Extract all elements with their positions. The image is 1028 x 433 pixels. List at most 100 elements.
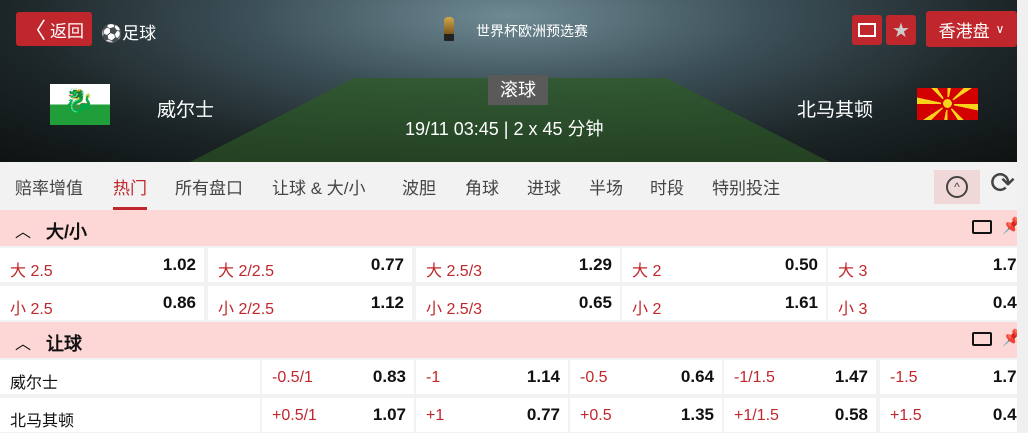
team-name: 北马其顿 [10, 413, 75, 430]
odds-type-dropdown[interactable]: 香港盘 ∨ [926, 11, 1017, 47]
sport-text: 足球 [122, 24, 157, 43]
odds-line: 大 2.5/3 [426, 263, 483, 280]
odds-value: 0.65 [578, 293, 612, 312]
odds-cell[interactable]: -0.5 0.64 [570, 360, 722, 394]
back-button[interactable]: 〈返回 [16, 12, 92, 46]
odds-line: -0.5 [580, 369, 608, 386]
odds-value: 1.78 [992, 367, 1017, 386]
odds-cell[interactable]: -1.5 1.78 [880, 360, 1017, 394]
tab-3[interactable]: 让球 & 大/小 [272, 179, 366, 198]
home-team-name: 威尔士 [157, 100, 215, 121]
chevron-up-icon[interactable]: ︿ [15, 336, 32, 353]
tab-5[interactable]: 角球 [465, 179, 499, 198]
pitch-icon [858, 23, 876, 37]
odds-line: -0.5/1 [272, 369, 313, 386]
sport-label[interactable]: ⚽足球 [101, 19, 156, 44]
star-icon: ★ [892, 19, 910, 42]
odds-line: 小 2.5/3 [426, 301, 483, 318]
match-status-badge: 滚球 [488, 75, 548, 105]
team-name: 威尔士 [10, 375, 59, 392]
favorite-button[interactable]: ★ [886, 15, 916, 45]
match-datetime: 19/11 03:45 [405, 119, 499, 139]
odds-cell[interactable]: 小 3 0.44 [828, 286, 1017, 320]
scrollbar[interactable] [1017, 0, 1028, 433]
soccer-ball-icon: ⚽ [101, 24, 123, 43]
pin-icon[interactable]: 📌 [1002, 330, 1017, 347]
tab-4[interactable]: 波胆 [402, 179, 436, 198]
odds-line: +0.5/1 [272, 407, 317, 424]
odds-line: 小 2 [632, 301, 662, 318]
odds-line: +1 [426, 407, 445, 424]
cash-icon[interactable] [972, 332, 992, 346]
odds-value: 0.86 [162, 293, 196, 312]
odds-cell[interactable]: +1.5 0.46 [880, 398, 1017, 432]
tab-0[interactable]: 赔率增值 [15, 179, 83, 198]
tab-2[interactable]: 所有盘口 [175, 179, 243, 198]
world-cup-trophy-icon [444, 17, 454, 41]
odds-cell[interactable]: 大 2 0.50 [622, 248, 826, 282]
odds-value: 1.02 [162, 255, 196, 274]
odds-value: 1.29 [578, 255, 612, 274]
chevron-down-icon: ∨ [995, 22, 1005, 36]
odds-value: 0.46 [992, 405, 1017, 424]
odds-line: 小 3 [838, 301, 868, 318]
odds-value: 1.07 [372, 405, 406, 424]
odds-cell[interactable]: -0.5/1 0.83 [262, 360, 414, 394]
tab-8[interactable]: 时段 [650, 179, 684, 198]
odds-cell[interactable]: 大 2.5/3 1.29 [416, 248, 620, 282]
odds-cell[interactable]: -1 1.14 [416, 360, 568, 394]
match-header: 〈返回 ⚽足球 世界杯欧洲预选赛 ★ 香港盘 ∨ 🐉 威尔士 滚球 19/11 0… [0, 0, 1017, 162]
odds-cell[interactable]: +0.5 1.35 [570, 398, 722, 432]
odds-line: -1/1.5 [734, 369, 775, 386]
refresh-icon[interactable]: ⟳ [990, 167, 1016, 200]
odds-cell[interactable]: 小 2/2.5 1.12 [208, 286, 412, 320]
tab-7[interactable]: 半场 [589, 179, 623, 198]
odds-value: 0.83 [372, 367, 406, 386]
back-label: 返回 [50, 21, 84, 41]
section-title: 大/小 [46, 222, 88, 242]
odds-line: +1.5 [890, 407, 922, 424]
odds-line: -1 [426, 369, 441, 386]
chevron-up-icon[interactable]: ︿ [15, 224, 32, 241]
odds-line: 小 2/2.5 [218, 301, 275, 318]
tab-1[interactable]: 热门 [113, 174, 147, 210]
odds-value: 0.44 [992, 293, 1017, 312]
section-handicap-header[interactable]: ︿ 让球 📌 [0, 322, 1017, 358]
cash-icon[interactable] [972, 220, 992, 234]
odds-cell[interactable]: 大 2/2.5 0.77 [208, 248, 412, 282]
match-duration: 2 x 45 分钟 [513, 119, 604, 139]
odds-cell[interactable]: +0.5/1 1.07 [262, 398, 414, 432]
away-team-flag [917, 88, 978, 120]
odds-cell[interactable]: 小 2 1.61 [622, 286, 826, 320]
odds-value: 1.47 [834, 367, 868, 386]
odds-cell[interactable]: 小 2.5/3 0.65 [416, 286, 620, 320]
chevron-up-circle-icon: ^ [946, 176, 968, 198]
odds-cell[interactable]: 大 3 1.78 [828, 248, 1017, 282]
odds-cell[interactable]: +1/1.5 0.58 [724, 398, 876, 432]
tab-9[interactable]: 特别投注 [712, 179, 780, 198]
odds-cell[interactable]: 小 2.5 0.86 [0, 286, 204, 320]
odds-value: 0.50 [784, 255, 818, 274]
odds-value: 1.12 [370, 293, 404, 312]
odds-cell[interactable]: -1/1.5 1.47 [724, 360, 876, 394]
odds-value: 0.64 [680, 367, 714, 386]
odds-value: 0.77 [526, 405, 560, 424]
odds-line: +1/1.5 [734, 407, 779, 424]
team-cell: 威尔士 [0, 360, 260, 394]
odds-line: 小 2.5 [10, 301, 53, 318]
pin-icon[interactable]: 📌 [1002, 218, 1017, 235]
odds-value: 0.77 [370, 255, 404, 274]
odds-line: 大 3 [838, 263, 868, 280]
collapse-all-button[interactable]: ^ [934, 170, 980, 204]
match-time: 19/11 03:45 | 2 x 45 分钟 [405, 119, 604, 139]
section-over-under-header[interactable]: ︿ 大/小 📌 [0, 210, 1017, 246]
odds-cell[interactable]: +1 0.77 [416, 398, 568, 432]
odds-type-label: 香港盘 [938, 21, 990, 41]
odds-cell[interactable]: 大 2.5 1.02 [0, 248, 204, 282]
tab-6[interactable]: 进球 [527, 179, 561, 198]
odds-line: -1.5 [890, 369, 918, 386]
pitch-view-button[interactable] [852, 15, 882, 45]
chevron-left-icon: 〈 [23, 18, 46, 43]
competition-name: 世界杯欧洲预选赛 [476, 23, 588, 39]
odds-line: 大 2/2.5 [218, 263, 275, 280]
